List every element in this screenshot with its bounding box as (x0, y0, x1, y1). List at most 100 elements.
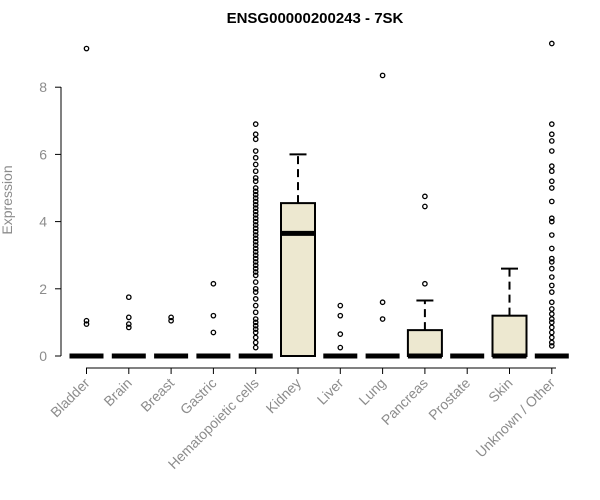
outlier-point (548, 131, 555, 138)
box-hematopoietic-cells (238, 121, 273, 359)
outlier-point (252, 245, 259, 252)
outlier-point (83, 45, 90, 52)
outlier-point (252, 248, 259, 255)
outlier-point (252, 316, 259, 322)
outlier-point (548, 311, 555, 317)
outlier-point (252, 136, 259, 143)
outlier-point (210, 312, 217, 319)
outlier-point (125, 324, 132, 331)
outlier-point (548, 306, 555, 312)
outlier-point (337, 344, 344, 351)
outlier-point (548, 185, 555, 191)
x-tick-label: Prostate (425, 375, 473, 423)
outlier-point (548, 334, 555, 341)
outlier-point (252, 302, 259, 309)
outlier-point (548, 245, 555, 252)
box-brain (111, 294, 146, 359)
outlier-point (548, 316, 555, 322)
outlier-point (252, 269, 259, 275)
outlier-point (252, 285, 259, 292)
y-ticks: 0 2 4 6 8 (39, 79, 61, 364)
box-pancreas (406, 193, 443, 359)
outlier-point (252, 344, 259, 351)
outlier-point (548, 232, 555, 238)
x-tick-label: Brain (100, 375, 134, 409)
outlier-point (548, 265, 555, 272)
outlier-point (252, 212, 259, 218)
x-tick-label: Bladder (47, 375, 93, 421)
box-skin (491, 267, 528, 359)
y-tick-label: 2 (39, 281, 47, 297)
outlier-point (168, 317, 174, 324)
box-unknown-other (534, 40, 569, 359)
outlier-point (548, 218, 555, 225)
outlier-point (548, 163, 555, 170)
outlier-point (252, 279, 259, 285)
outlier-point (252, 252, 259, 259)
outlier-point (252, 161, 259, 168)
outlier-point (252, 232, 259, 238)
outlier-point (252, 296, 259, 302)
outlier-point (252, 326, 259, 332)
outlier-point (252, 222, 259, 228)
outlier-point (252, 188, 259, 195)
outlier-point (125, 294, 132, 301)
x-tick-label: Skin (485, 375, 516, 406)
outlier-point (252, 148, 259, 154)
outlier-point (252, 265, 259, 272)
outlier-point (83, 321, 90, 327)
box-lung (365, 72, 400, 359)
outlier-point (252, 191, 259, 198)
outlier-point (168, 314, 174, 321)
outlier-point (422, 280, 428, 287)
x-tick-label: Kidney (263, 375, 305, 417)
outlier-point (379, 299, 386, 306)
y-tick-label: 0 (39, 348, 47, 364)
box-gastric (196, 280, 231, 359)
y-tick-label: 6 (39, 146, 47, 162)
box-breast (154, 314, 189, 359)
outlier-point (337, 312, 344, 319)
box-bladder (69, 45, 104, 359)
outlier-point (548, 274, 555, 280)
x-tick-label: Pancreas (378, 375, 431, 428)
outlier-point (337, 331, 344, 338)
outlier-point (548, 282, 555, 289)
outlier-point (252, 228, 259, 235)
outlier-point (83, 317, 90, 324)
outlier-point (548, 289, 555, 296)
outlier-point (252, 208, 259, 215)
outlier-point (252, 205, 259, 212)
outlier-point (252, 289, 259, 296)
outlier-point (548, 168, 555, 175)
outlier-point (252, 195, 259, 201)
outlier-point (252, 334, 259, 341)
outlier-point (548, 299, 555, 306)
box-iqr (280, 202, 316, 357)
outlier-point (548, 343, 555, 349)
outlier-point (379, 316, 386, 322)
outlier-point (252, 235, 259, 242)
x-tick-label: Lung (355, 375, 388, 408)
outlier-point (379, 72, 386, 79)
outlier-point (548, 329, 555, 336)
x-tick-label: Unknown / Other (472, 375, 558, 461)
box-iqr (491, 314, 528, 357)
chart-title: ENSG00000200243 - 7SK (227, 10, 404, 27)
outlier-point (252, 225, 259, 232)
outlier-point (548, 255, 555, 262)
outlier-point (548, 259, 555, 265)
box-liver (323, 302, 358, 359)
outlier-point (252, 215, 259, 222)
outlier-point (252, 154, 259, 161)
outlier-point (252, 319, 259, 326)
outlier-point (548, 198, 555, 205)
outlier-point (548, 178, 555, 185)
outlier-point (252, 309, 259, 316)
outlier-point (252, 262, 259, 269)
y-axis-label: Expression (0, 165, 15, 234)
outlier-point (252, 238, 259, 245)
outlier-point (252, 322, 259, 329)
